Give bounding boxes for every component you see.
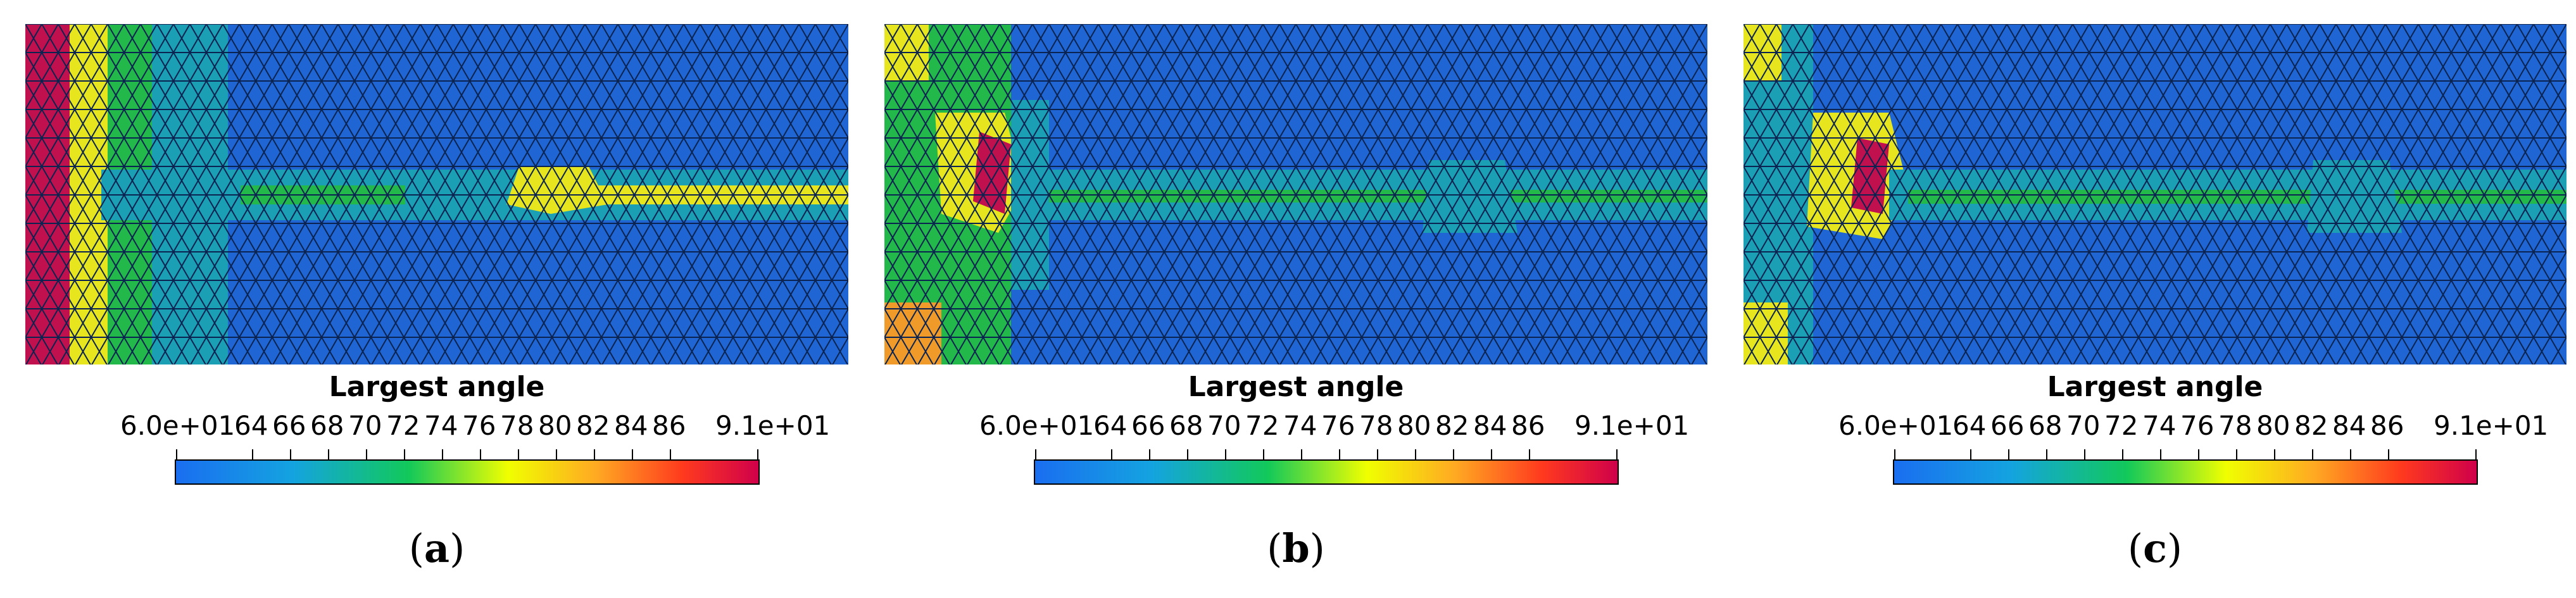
colorbar-max-label: 9.1e+01 (1574, 410, 1690, 441)
colorbar-tick: 80 (1397, 410, 1431, 441)
colorbar-tick: 82 (2294, 410, 2328, 441)
colorbar-tick: 70 (2066, 410, 2101, 441)
colorbar-tick: 70 (1207, 410, 1241, 441)
colorbar-tick: 72 (386, 410, 420, 441)
colorbar-tick: 64 (1093, 410, 1128, 441)
colorbar-gradient (1034, 449, 1619, 485)
colorbar-tick: 84 (2332, 410, 2366, 441)
panel-caption-b: (b) (1267, 525, 1325, 571)
colorbar-tick: 68 (310, 410, 344, 441)
colorbar-tick: 84 (614, 410, 648, 441)
colorbar-tick: 64 (234, 410, 268, 441)
panel-caption-a: (a) (408, 525, 465, 571)
panel-a: Largest angle 6.0e+01 64 66 68 70 72 74 … (25, 0, 886, 598)
colorbar-min-label: 6.0e+01 (1838, 410, 1954, 441)
colorbar-tick: 84 (1473, 410, 1507, 441)
colorbar-tick: 66 (1131, 410, 1165, 441)
colorbar-title: Largest angle (1188, 371, 1404, 403)
colorbar-min-label: 6.0e+01 (979, 410, 1095, 441)
colorbar-tick: 80 (2256, 410, 2290, 441)
colorbar-tick: 66 (1990, 410, 2025, 441)
colorbar-tick: 76 (2180, 410, 2215, 441)
mesh-plot-c (1744, 24, 2567, 364)
colorbar-tick: 78 (2218, 410, 2252, 441)
panel-c: Largest angle 6.0e+01 64 66 68 70 72 74 … (1744, 0, 2576, 598)
colorbar-tick: 64 (1952, 410, 1987, 441)
colorbar-gradient (175, 449, 760, 485)
colorbar-tick: 82 (1435, 410, 1469, 441)
colorbar-tick: 74 (1283, 410, 1317, 441)
panel-caption-c: (c) (2127, 525, 2183, 571)
colorbar-title: Largest angle (2047, 371, 2263, 403)
colorbar-tick: 66 (272, 410, 306, 441)
mesh-plot-a (25, 24, 848, 364)
colorbar-tick: 72 (1245, 410, 1279, 441)
colorbar-tick: 86 (1511, 410, 1545, 441)
colorbar-title: Largest angle (329, 371, 545, 403)
colorbar-tick: 80 (538, 410, 572, 441)
colorbar-max-label: 9.1e+01 (2434, 410, 2549, 441)
colorbar-tick: 68 (1169, 410, 1203, 441)
colorbar-tick: 86 (652, 410, 686, 441)
colorbar-tick: 68 (2028, 410, 2063, 441)
colorbar-tick: 72 (2104, 410, 2139, 441)
colorbar-tick: 70 (348, 410, 382, 441)
colorbar-tick: 74 (2142, 410, 2177, 441)
colorbar-tick: 86 (2370, 410, 2404, 441)
colorbar-tick: 76 (1321, 410, 1355, 441)
colorbar-gradient (1893, 449, 2478, 485)
panel-b: Largest angle 6.0e+01 64 66 68 70 72 74 … (884, 0, 1745, 598)
colorbar-tick: 82 (576, 410, 610, 441)
mesh-plot-b (884, 24, 1707, 364)
colorbar-max-label: 9.1e+01 (715, 410, 831, 441)
colorbar-tick: 78 (500, 410, 534, 441)
colorbar-tick: 74 (424, 410, 458, 441)
colorbar-tick: 78 (1359, 410, 1393, 441)
colorbar-tick: 76 (462, 410, 496, 441)
colorbar-min-label: 6.0e+01 (120, 410, 236, 441)
